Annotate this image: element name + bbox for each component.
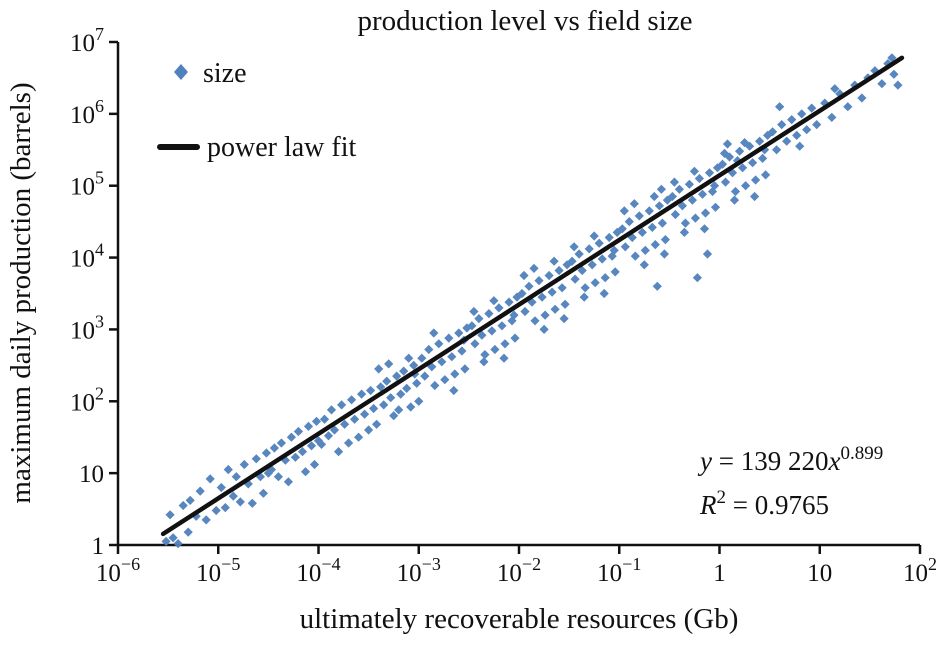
- fit-line: [160, 55, 905, 537]
- fit-equation: y = 139 220x0.899: [697, 443, 883, 476]
- y-tick-label: 105: [70, 168, 104, 201]
- y-tick-label: 104: [70, 240, 104, 273]
- x-tick-label: 10: [807, 560, 832, 587]
- chart-title: production level vs field size: [357, 5, 692, 37]
- equation-exponent: 0.899: [840, 443, 883, 464]
- x-tick-label: 10−1: [597, 554, 641, 587]
- x-tick-label: 10−4: [296, 554, 340, 587]
- legend-label-size: size: [203, 58, 247, 89]
- legend-label-power-law-fit: power law fit: [207, 132, 357, 163]
- x-tick-label: 1: [713, 560, 726, 587]
- y-tick-label: 103: [70, 311, 104, 344]
- r-value: = 0.9765: [726, 490, 829, 520]
- fit-line-group: [160, 55, 905, 537]
- scatter-series: [161, 53, 903, 549]
- y-tick-label: 107: [70, 24, 104, 57]
- x-tick-label: 102: [903, 554, 937, 587]
- x-tick-label: 10−6: [96, 554, 140, 587]
- y-tick-label: 102: [70, 383, 104, 416]
- x-tick-label: 10−2: [497, 554, 541, 587]
- y-axis-ticks: 1 10 102 103 104 105 106 107: [70, 24, 118, 560]
- y-axis-title: maximum daily production (barrels): [5, 82, 37, 503]
- r-sup: 2: [717, 487, 727, 508]
- equation-mid: = 139 220: [712, 446, 828, 476]
- x-tick-label: 10−5: [196, 554, 240, 587]
- y-tick-label: 106: [70, 96, 104, 129]
- scatter-points: [161, 53, 903, 549]
- y-tick-label: 10: [79, 461, 104, 488]
- x-axis-title: ultimately recoverable resources (Gb): [300, 603, 739, 635]
- y-tick-label: 1: [92, 533, 105, 560]
- legend-diamond-marker: [174, 64, 188, 80]
- equation-y: y: [697, 446, 712, 476]
- x-axis-ticks: 10−6 10−5 10−4 10−3 10−2 10−1 1 10 102: [96, 545, 937, 587]
- x-tick-label: 10−3: [397, 554, 441, 587]
- equation-x: x: [827, 446, 840, 476]
- legend: size power law fit: [157, 58, 357, 163]
- r-squared-annotation: R2 = 0.9765: [699, 487, 829, 520]
- r-symbol: R: [699, 490, 717, 520]
